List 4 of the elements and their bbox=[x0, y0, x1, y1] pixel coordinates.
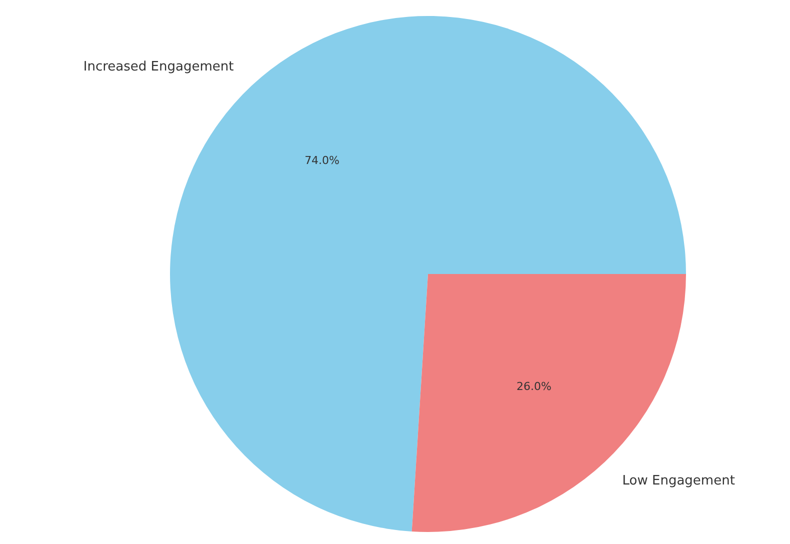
data-label: 74.0% bbox=[304, 154, 340, 168]
slice-label: Increased Engagement bbox=[83, 60, 234, 75]
data-label: 26.0% bbox=[516, 380, 552, 393]
slice-label: Low Engagement bbox=[622, 473, 735, 488]
